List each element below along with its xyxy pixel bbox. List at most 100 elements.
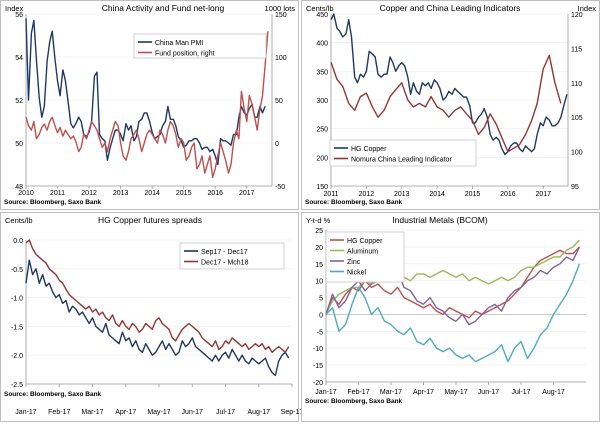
chart-2-ytick-label: 400 <box>316 41 328 48</box>
chart-1-series-2-line <box>25 31 269 179</box>
chart-4-legend-label: Aluminum <box>347 249 378 256</box>
chart-4-xtick-label: Feb-17 <box>347 389 369 396</box>
chart-3-ytick-label: -1.5 <box>11 324 23 331</box>
chart-4-xtick-label: Jun-17 <box>478 389 500 396</box>
chart-4-ytick-label: 25 <box>315 228 323 235</box>
chart-2-ytick-label: 200 <box>316 155 328 162</box>
chart-3-xtick-label: Mar-17 <box>81 409 103 416</box>
chart-3-xtick-label: Feb-17 <box>48 409 70 416</box>
chart-2-xtick-label: 2012 <box>359 191 375 198</box>
chart-1-frame <box>0 0 299 210</box>
chart-3-xtick-label: Aug-17 <box>247 409 270 416</box>
chart-1-title: China Activity and Fund net-long <box>102 3 225 13</box>
chart-4-ytick-label: 0 <box>319 312 323 319</box>
chart-2-ytick-label: 300 <box>316 98 328 105</box>
chart-4-ytick-label: -10 <box>313 346 323 353</box>
chart-2-xtick-label: 2016 <box>500 191 516 198</box>
chart-4-left-axis-label: Y-t-d % <box>306 216 331 225</box>
chart-2-source: Source: Bloomberg, Saxo Bank <box>305 199 403 206</box>
chart-1-ytick-label: 56 <box>15 12 23 19</box>
chart-1-ytick-label: 50 <box>15 141 23 148</box>
chart-2-xtick-label: 2015 <box>465 191 481 198</box>
chart-3-xtick-label: Jan-17 <box>15 409 37 416</box>
chart-1-ytick-label: 48 <box>15 184 23 191</box>
chart-2-ytick-label: 350 <box>316 69 328 76</box>
chart-3-xtick-label: Apr-17 <box>115 409 136 416</box>
chart-2-series-1-line <box>330 13 568 156</box>
chart-4-ytick-label: 5 <box>319 296 323 303</box>
chart-1-ytick-right-label: 50 <box>275 98 283 105</box>
chart-2-xtick-label: 2011 <box>323 191 338 198</box>
chart-1-xtick-label: 2017 <box>239 190 255 197</box>
chart-2-ytick-right-label: 110 <box>571 81 582 88</box>
chart-1-xtick-label: 2010 <box>18 190 34 197</box>
chart-1-legend-box <box>133 33 267 59</box>
chart-1-ytick-label: 52 <box>15 98 23 105</box>
chart-1-xtick-label: 2015 <box>176 190 192 197</box>
chart-4-xtick-label: Jul-17 <box>511 389 530 396</box>
chart-4-xtick-label: Apr-17 <box>413 389 434 396</box>
chart-1-ytick-right-label: -50 <box>275 184 285 191</box>
chart-2-xtick-label: 2017 <box>535 191 551 198</box>
chart-1-ytick-right-label: 100 <box>275 55 287 62</box>
chart-3-series-1-line <box>25 259 290 377</box>
chart-3-ytick-label: -1.0 <box>11 296 23 303</box>
chart-4-series-2-line <box>325 239 581 315</box>
chart-3-ytick-label: 0.0 <box>13 238 23 245</box>
chart-4-legend-label: Nickel <box>347 270 367 277</box>
chart-4-series-3-line <box>325 246 581 326</box>
chart-4-ytick-label: -20 <box>313 380 323 387</box>
chart-4-series-4-line <box>325 263 581 363</box>
chart-2-ytick-right-label: 95 <box>571 184 579 191</box>
chart-4-xtick-label: Aug-17 <box>542 389 565 396</box>
chart-3-legend-label: Dec17 - Mch18 <box>201 260 249 267</box>
chart-4-xtick-label: Mar-17 <box>380 389 402 396</box>
chart-3-ytick-label: -2.5 <box>11 382 23 389</box>
chart-1-xtick-label: 2016 <box>207 190 223 197</box>
chart-1-left-axis-label: Index <box>5 4 24 13</box>
chart-1-ytick-label: 54 <box>15 55 23 62</box>
chart-2-ytick-right-label: 115 <box>571 46 582 53</box>
chart-4-xtick-label: May-17 <box>444 389 467 396</box>
chart-3-xtick-label: Jun-17 <box>182 409 204 416</box>
chart-3-title: HG Copper futures spreads <box>98 215 202 225</box>
chart-4-series-1-line <box>325 246 581 319</box>
chart-1-xtick-label: 2013 <box>113 190 129 197</box>
chart-3-series-2-line <box>25 239 290 353</box>
chart-2-legend-label: HG Copper <box>351 146 387 153</box>
chart-3-legend-label: Sep17 - Dec17 <box>201 249 248 256</box>
chart-1-ytick-right-label: 150 <box>275 12 287 19</box>
chart-1-legend-label: Fund position, right <box>155 51 215 58</box>
chart-3-ytick-label: -0.5 <box>11 267 23 274</box>
chart-1-source: Source: Bloomberg, Saxo Bank <box>4 199 102 206</box>
chart-2-ytick-label: 150 <box>316 184 328 191</box>
chart-4-xtick-label: Jan-17 <box>315 389 337 396</box>
chart-3-xtick-label: Sep-17 <box>281 409 304 416</box>
chart-2-series-2-line <box>330 54 562 153</box>
chart-4-legend-label: Zinc <box>347 259 361 266</box>
chart-4-ytick-label: 10 <box>315 279 323 286</box>
chart-4-source: Source: Bloomberg, Saxo Bank <box>305 398 403 405</box>
chart-4-ytick-label: 15 <box>315 262 323 269</box>
chart-2-ytick-right-label: 105 <box>571 115 583 122</box>
chart-3-ytick-label: -2.0 <box>11 353 23 360</box>
chart-3-legend-box <box>179 242 285 270</box>
chart-2-ytick-label: 450 <box>316 12 328 19</box>
chart-1-series-1-line <box>25 18 266 166</box>
chart-4-ytick-label: -15 <box>313 363 323 370</box>
chart-1-xtick-label: 2012 <box>81 190 97 197</box>
chart-1-xtick-label: 2014 <box>144 190 160 197</box>
chart-2-legend-box <box>329 139 477 167</box>
chart-2-ytick-right-label: 120 <box>571 12 583 19</box>
chart-4-ytick-label: 20 <box>315 245 323 252</box>
chart-1-right-axis-label: 1000 lots <box>265 4 296 13</box>
chart-4-legend-label: HG Copper <box>347 238 383 245</box>
chart-2-legend-label: Nomura China Leading Indicator <box>351 157 452 164</box>
chart-3-source: Source: Bloomberg, Saxo Bank <box>4 391 102 398</box>
chart-2-ytick-label: 250 <box>316 127 328 134</box>
chart-2-left-axis-label: Cents/lb <box>306 4 334 13</box>
chart-3-left-axis-label: Cents/lb <box>5 216 33 225</box>
chart-1-xtick-label: 2011 <box>50 190 65 197</box>
